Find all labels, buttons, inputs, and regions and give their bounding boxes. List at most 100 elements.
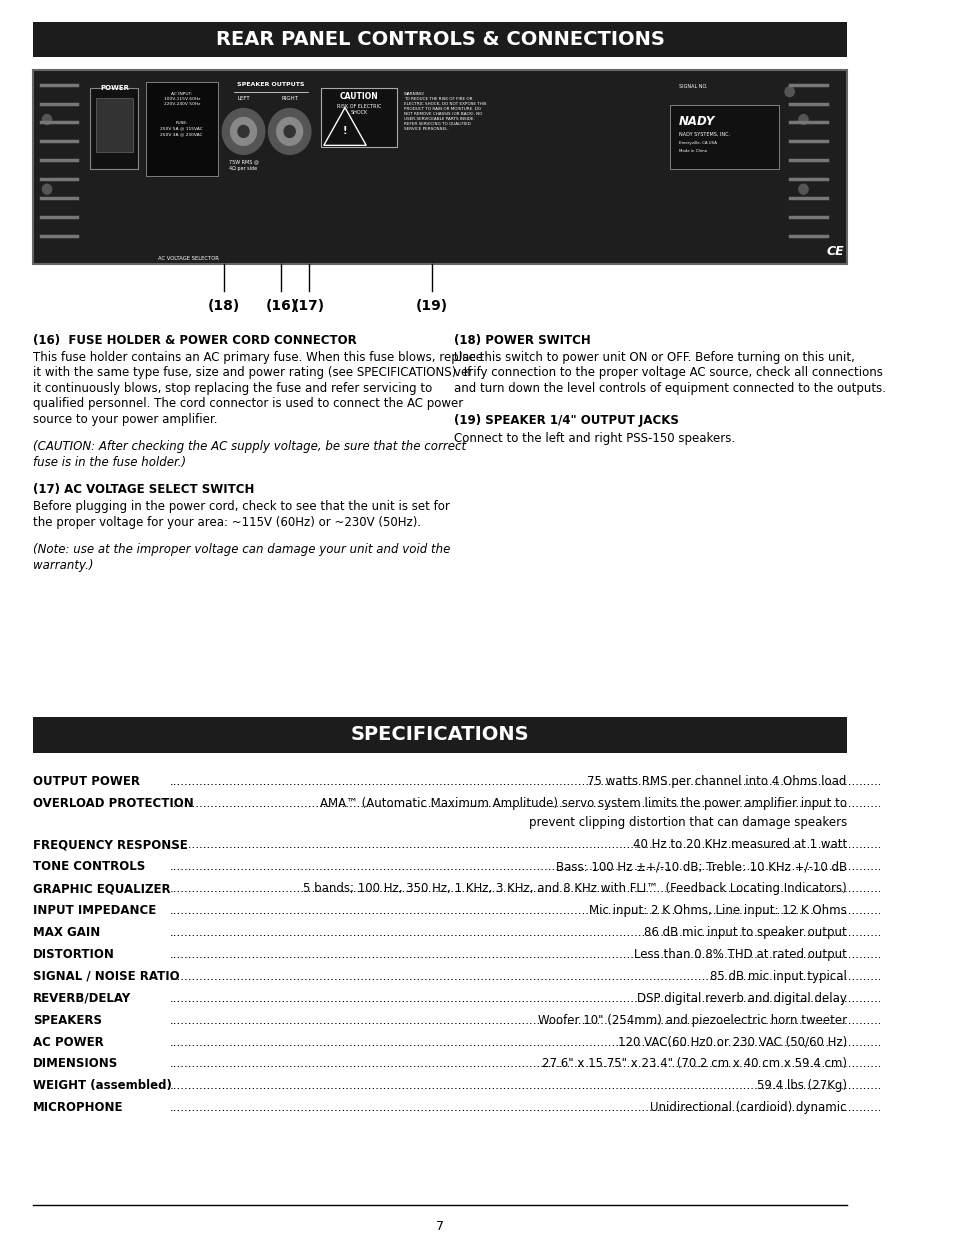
Bar (321, 88, 396, 147)
Bar (33, 69, 846, 264)
Text: ................................................................................: ........................................… (170, 1035, 919, 1049)
Text: CE: CE (826, 246, 843, 258)
Text: (18) POWER SWITCH: (18) POWER SWITCH (454, 333, 590, 347)
Text: ................................................................................: ........................................… (170, 992, 919, 1005)
Text: 40 Hz to 20 KHz measured at 1 watt: 40 Hz to 20 KHz measured at 1 watt (632, 839, 846, 851)
Text: MAX GAIN: MAX GAIN (33, 926, 100, 939)
Text: Emeryville, CA USA: Emeryville, CA USA (679, 141, 716, 146)
Text: 75 watts RMS per channel into 4 Ohms load: 75 watts RMS per channel into 4 Ohms loa… (587, 774, 846, 788)
Text: ................................................................................: ........................................… (170, 904, 919, 918)
Text: ................................................................................: ........................................… (170, 1102, 919, 1114)
Text: SPEAKER OUTPUTS: SPEAKER OUTPUTS (237, 82, 305, 86)
Text: 86 dB mic input to speaker output: 86 dB mic input to speaker output (643, 926, 846, 939)
Text: Less than 0.8% THD at rated output: Less than 0.8% THD at rated output (634, 948, 846, 961)
Text: ................................................................................: ........................................… (170, 1014, 919, 1026)
Text: ................................................................................: ........................................… (170, 774, 919, 788)
Text: DSP digital reverb and digital delay: DSP digital reverb and digital delay (637, 992, 846, 1005)
Bar (96, 98, 132, 152)
Text: GRAPHIC EQUALIZER: GRAPHIC EQUALIZER (33, 882, 171, 895)
Text: Before plugging in the power cord, check to see that the unit is set for: Before plugging in the power cord, check… (33, 500, 450, 514)
Text: (Note: use at the improper voltage can damage your unit and void the: (Note: use at the improper voltage can d… (33, 543, 450, 556)
Bar (33, 22, 846, 57)
Text: FUSE:
250V 5A @ 115VAC
250V 3A @ 230VAC: FUSE: 250V 5A @ 115VAC 250V 3A @ 230VAC (160, 121, 203, 136)
Text: ................................................................................: ........................................… (170, 839, 919, 851)
Text: 7: 7 (436, 1220, 443, 1233)
Bar (91, 88, 138, 169)
Text: NADY SYSTEMS, INC.: NADY SYSTEMS, INC. (679, 131, 729, 136)
Bar (146, 82, 217, 177)
Text: (18): (18) (208, 299, 240, 312)
Text: NADY: NADY (679, 115, 715, 127)
Text: OVERLOAD PROTECTION: OVERLOAD PROTECTION (33, 797, 193, 810)
Text: REAR PANEL CONTROLS & CONNECTIONS: REAR PANEL CONTROLS & CONNECTIONS (215, 30, 664, 49)
Circle shape (222, 109, 265, 154)
Circle shape (284, 126, 294, 137)
Text: source to your power amplifier.: source to your power amplifier. (33, 412, 217, 426)
Text: (16): (16) (265, 299, 297, 312)
Text: Connect to the left and right PSS-150 speakers.: Connect to the left and right PSS-150 sp… (454, 432, 734, 445)
Text: FREQUENCY RESPONSE: FREQUENCY RESPONSE (33, 839, 188, 851)
Text: SIGNAL / NOISE RATIO: SIGNAL / NOISE RATIO (33, 969, 180, 983)
Text: (19): (19) (416, 299, 447, 312)
Text: ................................................................................: ........................................… (170, 1079, 919, 1092)
Circle shape (42, 115, 51, 125)
Text: AC VOLTAGE SELECTOR: AC VOLTAGE SELECTOR (157, 256, 218, 261)
Circle shape (276, 117, 302, 146)
Circle shape (798, 115, 807, 125)
Text: it continuously blows, stop replacing the fuse and refer servicing to: it continuously blows, stop replacing th… (33, 382, 432, 395)
Circle shape (231, 117, 256, 146)
Text: SIGNAL NO.: SIGNAL NO. (679, 84, 707, 89)
Text: 75W RMS @
4Ω per side: 75W RMS @ 4Ω per side (229, 159, 258, 170)
Text: ................................................................................: ........................................… (170, 797, 919, 810)
Text: ................................................................................: ........................................… (170, 969, 919, 983)
Text: ................................................................................: ........................................… (170, 861, 919, 873)
Text: (CAUTION: After checking the AC supply voltage, be sure that the correct: (CAUTION: After checking the AC supply v… (33, 440, 466, 453)
Text: ................................................................................: ........................................… (170, 1057, 919, 1071)
Text: 85 dB mic input typical: 85 dB mic input typical (709, 969, 846, 983)
Text: ................................................................................: ........................................… (170, 948, 919, 961)
Circle shape (42, 184, 51, 194)
Text: Use this switch to power unit ON or OFF. Before turning on this unit,: Use this switch to power unit ON or OFF.… (454, 351, 854, 364)
Text: CAUTION: CAUTION (339, 91, 377, 100)
Text: REVERB/DELAY: REVERB/DELAY (33, 992, 132, 1005)
Text: RIGHT: RIGHT (281, 95, 298, 100)
Text: 5 bands; 100 Hz, 350 Hz, 1 KHz, 3 KHz, and 8 KHz with FLI™  (Feedback Locating I: 5 bands; 100 Hz, 350 Hz, 1 KHz, 3 KHz, a… (303, 882, 846, 895)
Text: AC INPUT:
100V-115V 60Hz
220V-240V 50Hz: AC INPUT: 100V-115V 60Hz 220V-240V 50Hz (163, 91, 200, 106)
Text: Made in China: Made in China (679, 149, 706, 153)
Text: (17) AC VOLTAGE SELECT SWITCH: (17) AC VOLTAGE SELECT SWITCH (33, 483, 254, 496)
Text: This fuse holder contains an AC primary fuse. When this fuse blows, replace: This fuse holder contains an AC primary … (33, 351, 483, 364)
Text: AC POWER: AC POWER (33, 1035, 104, 1049)
Text: RISK OF ELECTRIC
SHOCK: RISK OF ELECTRIC SHOCK (336, 104, 380, 115)
Text: SPECIFICATIONS: SPECIFICATIONS (351, 725, 529, 745)
Text: Unidirectional (cardioid) dynamic: Unidirectional (cardioid) dynamic (650, 1102, 846, 1114)
Text: DISTORTION: DISTORTION (33, 948, 115, 961)
Text: WARNING!
TO REDUCE THE RISK OF FIRE OR
ELECTRIC SHOCK, DO NOT EXPOSE THIS
PRODUC: WARNING! TO REDUCE THE RISK OF FIRE OR E… (404, 91, 486, 131)
Text: INPUT IMPEDANCE: INPUT IMPEDANCE (33, 904, 156, 918)
Bar (33, 716, 846, 753)
Text: qualified personnel. The cord connector is used to connect the AC power: qualified personnel. The cord connector … (33, 398, 463, 410)
Text: (17): (17) (293, 299, 325, 312)
Text: 27.6" x 15.75" x 23.4" (70.2 cm x 40 cm x 59.4 cm): 27.6" x 15.75" x 23.4" (70.2 cm x 40 cm … (541, 1057, 846, 1071)
Circle shape (237, 126, 249, 137)
Text: LEFT: LEFT (237, 95, 250, 100)
Text: 120 VAC(60 Hz0 or 230 VAC (50/60 Hz): 120 VAC(60 Hz0 or 230 VAC (50/60 Hz) (617, 1035, 846, 1049)
Text: 59.4 lbs (27Kg): 59.4 lbs (27Kg) (756, 1079, 846, 1092)
Circle shape (784, 86, 794, 96)
Text: warranty.): warranty.) (33, 558, 93, 572)
Text: and turn down the level controls of equipment connected to the outputs.: and turn down the level controls of equi… (454, 382, 885, 395)
Text: POWER: POWER (100, 85, 129, 90)
Text: Mic input: 2 K Ohms, Line input: 12 K Ohms: Mic input: 2 K Ohms, Line input: 12 K Oh… (588, 904, 846, 918)
Text: verify connection to the proper voltage AC source, check all connections: verify connection to the proper voltage … (454, 367, 882, 379)
Text: the proper voltage for your area: ~115V (60Hz) or ~230V (50Hz).: the proper voltage for your area: ~115V … (33, 516, 421, 529)
Text: prevent clipping distortion that can damage speakers: prevent clipping distortion that can dam… (528, 816, 846, 830)
Text: (16)  FUSE HOLDER & POWER CORD CONNECTOR: (16) FUSE HOLDER & POWER CORD CONNECTOR (33, 333, 356, 347)
Text: Bass: 100 Hz ±+/-10 dB; Treble: 10 KHz +/-10 dB: Bass: 100 Hz ±+/-10 dB; Treble: 10 KHz +… (556, 861, 846, 873)
Text: OUTPUT POWER: OUTPUT POWER (33, 774, 140, 788)
Text: !: ! (342, 126, 347, 136)
Text: WEIGHT (assembled): WEIGHT (assembled) (33, 1079, 172, 1092)
Text: MICROPHONE: MICROPHONE (33, 1102, 124, 1114)
Bar (669, 105, 778, 169)
Text: ................................................................................: ........................................… (170, 926, 919, 939)
Text: SPEAKERS: SPEAKERS (33, 1014, 102, 1026)
Text: TONE CONTROLS: TONE CONTROLS (33, 861, 145, 873)
